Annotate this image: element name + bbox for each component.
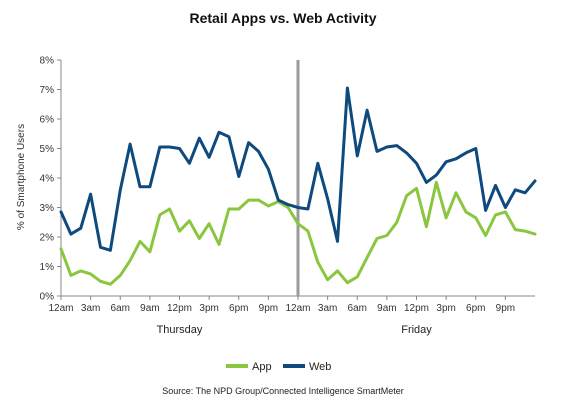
x-tick-label: 9pm [259,303,278,314]
x-tick-label: 3am [81,303,100,314]
series-line-web [59,86,537,252]
y-tick-label: 7% [40,85,55,96]
x-tick-label: 12am [285,303,310,314]
plot-area: 0% 1% 2% 3% 4% 5% 6% 7% 8% 12am 3am 6am 9am 12pm 3pm 6p… [40,56,537,336]
x-tick-label: 6am [348,303,367,314]
x-tick-label: 6am [111,303,130,314]
y-tick-label: 2% [40,233,55,244]
series-line-app [59,180,537,286]
x-tick-label: 3am [318,303,337,314]
y-axis-label: % of Smartphone Users [16,124,27,230]
x-tick-label: 6pm [466,303,485,314]
x-tick-label: 12pm [167,303,192,314]
chart-title: Retail Apps vs. Web Activity [190,10,377,26]
legend: App Web [226,361,331,373]
source-note: Source: The NPD Group/Connected Intellig… [162,386,403,396]
y-tick-label: 4% [40,174,55,185]
y-tick-label: 8% [40,56,55,67]
day-label: Thursday [157,324,203,336]
x-tick-label: 12am [48,303,73,314]
legend-label: App [252,361,272,373]
y-tick-label: 6% [40,115,55,126]
x-tick-label: 12pm [404,303,429,314]
x-tick-label: 9am [377,303,396,314]
x-tick-label: 3pm [436,303,455,314]
y-tick-label: 1% [40,262,55,273]
legend-label: Web [309,361,331,373]
y-tick-label: 5% [40,144,55,155]
x-tick-label: 3pm [199,303,218,314]
y-tick-label: 3% [40,203,55,214]
x-tick-label: 9am [140,303,159,314]
x-tick-label: 9pm [496,303,515,314]
day-label: Friday [401,324,432,336]
y-tick-label: 0% [40,292,55,303]
x-tick-label: 6pm [229,303,248,314]
